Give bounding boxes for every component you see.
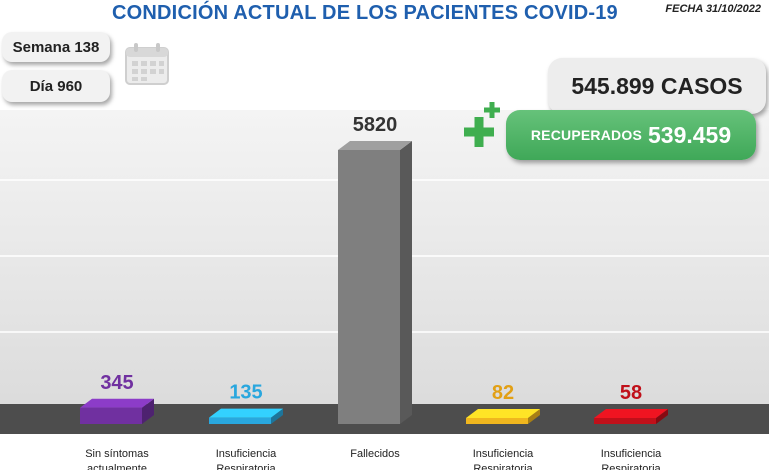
bar-value-label: 5820: [353, 114, 398, 136]
recovered-value: 539.459: [647, 121, 732, 148]
category-label: InsuficienciaRespiratoriaAguda: [601, 448, 662, 470]
bar-value-label: 58: [620, 382, 642, 404]
bar-side: [528, 409, 540, 424]
report-date: FECHA 31/10/2022: [665, 3, 761, 15]
total-cases-badge: 545.899 CASOS: [548, 58, 766, 114]
bar-value-label: 345: [100, 372, 133, 394]
bar-side: [271, 408, 283, 424]
plus-icon: [484, 102, 500, 118]
bar: [594, 418, 656, 424]
recovered-badge: RECUPERADOS 539.459: [506, 110, 756, 160]
axis-label-area: [0, 434, 769, 470]
bar: [338, 150, 400, 424]
bar-side: [656, 409, 668, 424]
calendar-icon: [125, 43, 169, 85]
bar-top: [594, 409, 668, 418]
bar-top: [338, 141, 412, 150]
bar-side: [400, 141, 412, 424]
bar: [209, 417, 271, 424]
recovered-label: RECUPERADOS: [530, 127, 642, 143]
week-badge: Semana 138: [2, 32, 110, 62]
bar-value-label: 82: [492, 382, 514, 404]
category-label: InsuficienciaRespiratoriaAguda: [473, 448, 534, 470]
category-label: InsuficienciaRespiratoriaAguda: [216, 448, 277, 470]
bar-side: [142, 398, 154, 424]
page-title: CONDICIÓN ACTUAL DE LOS PACIENTES COVID-…: [112, 2, 618, 24]
bar-top: [80, 398, 154, 408]
category-label: Sin síntomas actualmente: [85, 448, 149, 470]
bar-top: [466, 409, 540, 418]
day-badge: Día 960: [2, 70, 110, 102]
bar: [80, 407, 142, 424]
bar: [466, 418, 528, 424]
plus-icon: [464, 117, 494, 147]
category-label: Fallecidos: [350, 448, 400, 460]
bar-top: [209, 408, 283, 418]
bar-value-label: 135: [229, 382, 262, 404]
